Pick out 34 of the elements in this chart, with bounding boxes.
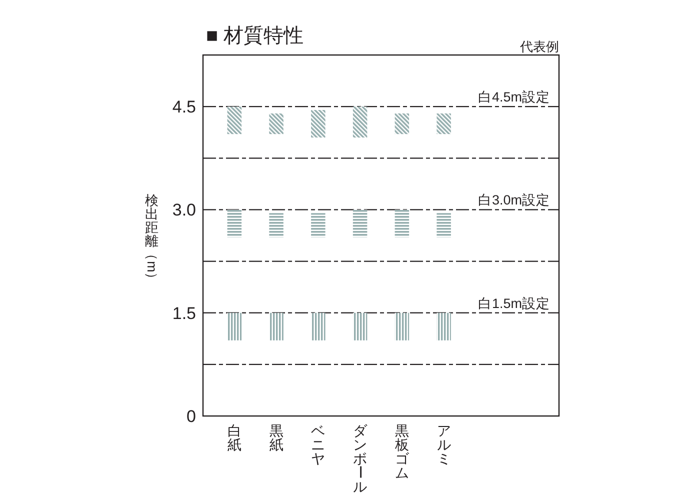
x-tick-label: アルミ	[436, 422, 451, 466]
bar	[227, 312, 242, 340]
ref-line-label: 白3.0m設定	[478, 192, 550, 208]
y-tick-label: 0	[186, 407, 196, 426]
bar	[352, 106, 368, 138]
bar	[394, 113, 410, 134]
bar	[311, 110, 326, 138]
bar	[269, 213, 284, 238]
bar	[269, 113, 284, 134]
bar	[394, 312, 410, 340]
bar	[352, 210, 368, 238]
bar	[436, 312, 451, 340]
x-tick-label: 黒紙	[269, 422, 284, 452]
text: 代表例	[519, 39, 559, 54]
x-tick-label: 白紙	[227, 422, 242, 452]
chart-title: ■ 材質特性	[206, 25, 304, 47]
ref-line-label: 白4.5m設定	[478, 90, 550, 105]
bar	[436, 113, 451, 134]
y-axis-title: 検出距離（m）	[144, 192, 160, 286]
y-tick-label: 3.0	[172, 200, 196, 220]
y-tick-label: 1.5	[172, 304, 196, 323]
bar	[352, 312, 368, 340]
bar	[311, 312, 326, 340]
x-tick-label: ダンボール	[352, 422, 368, 494]
x-tick-label: 黒板ゴム	[394, 422, 410, 480]
bar	[311, 213, 326, 238]
y-tick-label: 4.5	[172, 98, 196, 117]
bar	[394, 210, 410, 238]
bar	[269, 312, 284, 340]
bar	[436, 213, 451, 238]
ref-line-label: 白1.5m設定	[478, 296, 550, 311]
x-tick-label: ベニヤ	[311, 422, 326, 466]
bar	[227, 106, 242, 134]
bar	[227, 210, 242, 238]
